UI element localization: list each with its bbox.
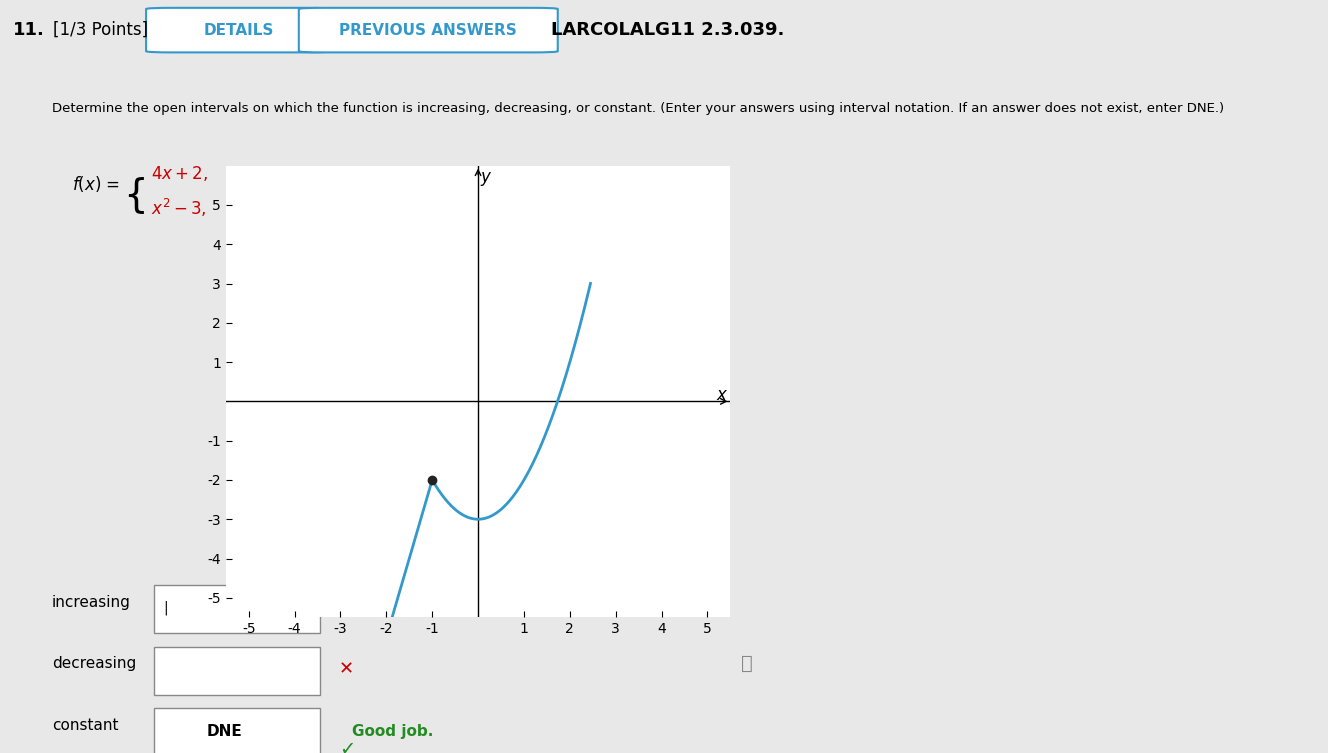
Text: ✕: ✕ — [339, 599, 355, 617]
Text: LARCOLALG11 2.3.039.: LARCOLALG11 2.3.039. — [551, 21, 785, 39]
Text: ✕: ✕ — [339, 660, 355, 678]
Text: $x \leq -1$: $x \leq -1$ — [250, 165, 312, 183]
Text: ✓: ✓ — [339, 740, 356, 753]
Text: $f(x)$ =: $f(x)$ = — [72, 174, 122, 194]
FancyBboxPatch shape — [154, 709, 320, 753]
Text: {: { — [124, 175, 149, 214]
Text: constant: constant — [52, 718, 118, 733]
Text: $x > -1$: $x > -1$ — [250, 200, 312, 218]
Text: DETAILS: DETAILS — [205, 23, 274, 38]
Text: [1/3 Points]: [1/3 Points] — [53, 21, 149, 39]
FancyBboxPatch shape — [154, 585, 320, 633]
FancyBboxPatch shape — [146, 8, 332, 53]
Text: PREVIOUS ANSWERS: PREVIOUS ANSWERS — [340, 23, 517, 38]
FancyBboxPatch shape — [154, 647, 320, 695]
Text: Good job.: Good job. — [352, 724, 433, 739]
Text: Determine the open intervals on which the function is increasing, decreasing, or: Determine the open intervals on which th… — [52, 102, 1224, 115]
Text: ⓘ: ⓘ — [741, 654, 753, 673]
Text: $4x + 2,$: $4x + 2,$ — [151, 164, 208, 184]
Text: $x^2 - 3,$: $x^2 - 3,$ — [151, 197, 207, 219]
Text: DNE: DNE — [206, 724, 242, 739]
Text: y: y — [479, 169, 490, 187]
Text: x: x — [716, 386, 726, 404]
FancyBboxPatch shape — [299, 8, 558, 53]
Text: 11.: 11. — [13, 21, 45, 39]
Text: increasing: increasing — [52, 595, 131, 610]
Text: decreasing: decreasing — [52, 657, 137, 672]
Text: |: | — [163, 600, 167, 615]
